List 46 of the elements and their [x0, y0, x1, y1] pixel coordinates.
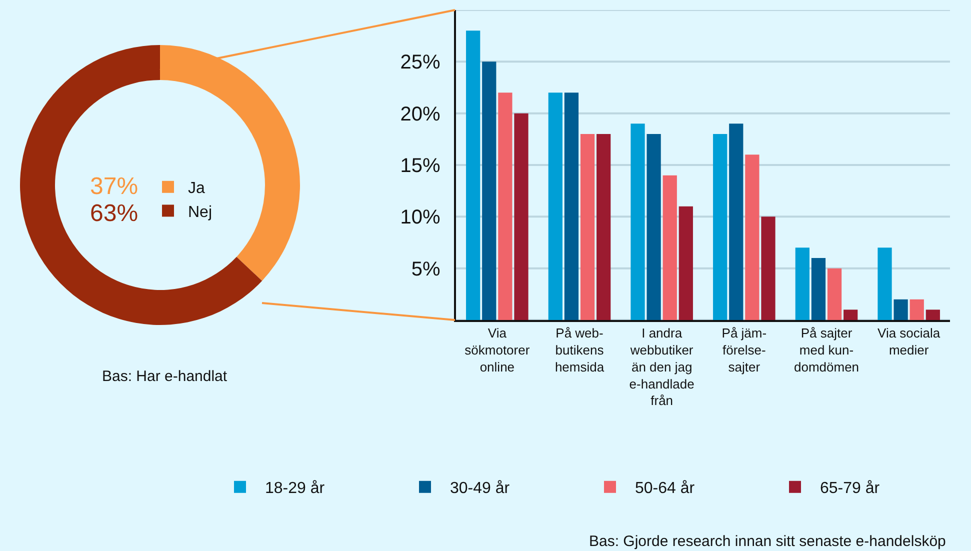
x-tick-label: I andra webbutiker än den jag e-handlade från [629, 326, 694, 408]
bar [466, 30, 480, 320]
bar [514, 113, 528, 320]
x-tick-label: Via sociala medier [878, 326, 941, 358]
bar [827, 268, 842, 320]
bar [844, 310, 858, 320]
data-label: 37% [90, 173, 138, 200]
legend-label: 30-49 år [450, 480, 510, 498]
bar [761, 216, 776, 320]
x-tick-label: På web- butikens hemsida [554, 326, 605, 374]
y-tick-label: 20% [400, 103, 440, 126]
x-tick-label: På jäm- förelse- sajter [722, 326, 767, 374]
bar [630, 124, 645, 320]
text: Bas: Gjorde research innan sitt senaste e-handelsköp [589, 533, 946, 550]
bar [795, 248, 810, 320]
bar [729, 124, 744, 320]
bar [482, 62, 496, 320]
bar [580, 134, 595, 320]
bar [662, 175, 677, 320]
y-tick-label: 25% [400, 52, 440, 74]
bar [646, 134, 661, 320]
bar [498, 92, 512, 320]
legend-label: 65-79 år [820, 480, 880, 498]
legend-label: 18-29 år [265, 480, 326, 498]
legend-label: Nej [188, 204, 212, 221]
data-label: 63% [90, 200, 138, 227]
bar [713, 134, 728, 320]
bar [678, 206, 693, 320]
x-tick-label: På sajter med kun- domdömen [794, 326, 860, 374]
bar [926, 310, 940, 320]
legend-label: 50-64 år [635, 480, 696, 498]
bar [910, 299, 924, 320]
bar [878, 248, 892, 320]
bar [811, 258, 826, 320]
x-tick-label: Via sökmotorer online [464, 326, 530, 374]
y-tick-label: 10% [400, 206, 440, 229]
bar [745, 154, 760, 320]
y-tick-label: 15% [400, 155, 440, 177]
bar [564, 92, 579, 320]
text: Bas: Har e-handlat [102, 368, 228, 385]
legend-label: Ja [188, 180, 205, 198]
donut-slice [20, 45, 262, 325]
bar [894, 299, 908, 320]
y-tick-label: 5% [411, 258, 440, 280]
bar [548, 92, 562, 320]
bar [596, 134, 611, 320]
